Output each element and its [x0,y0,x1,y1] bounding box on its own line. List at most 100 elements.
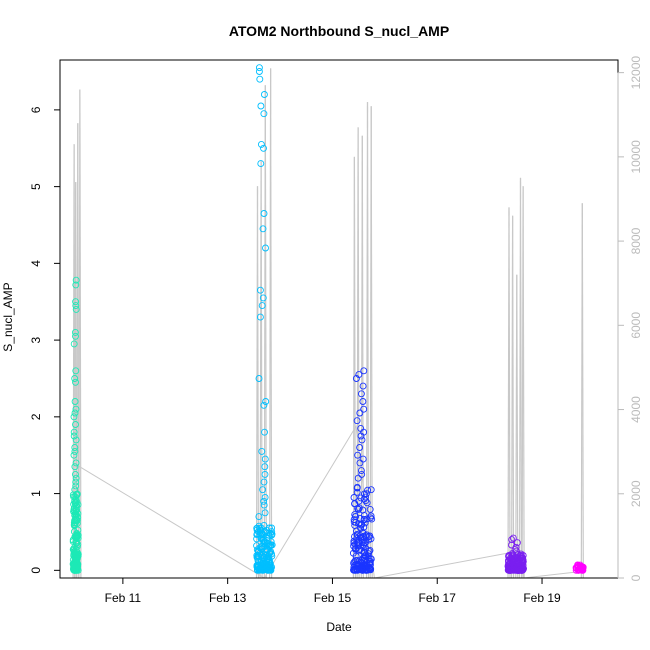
data-point [258,564,266,572]
data-point [358,563,366,570]
data-point [70,413,78,421]
data-point [256,75,264,83]
data-point [353,417,361,425]
data-point [260,497,268,505]
data-point [357,467,365,475]
data-point [262,244,269,252]
data-point [517,566,525,574]
y-tick-label: 4 [29,260,43,267]
data-point [354,566,362,574]
data-point [70,428,78,436]
y-tick-label: 0 [29,567,43,574]
data-point [512,547,520,555]
data-point [358,566,366,574]
secondary-spike [519,177,523,579]
data-point [72,405,80,413]
secondary-spike [361,135,364,579]
data-point [356,444,364,451]
data-point [513,539,521,547]
data-point [267,530,274,538]
data-point [257,140,265,148]
secondary-spike [79,89,82,579]
data-point [253,535,261,543]
data-point [358,436,366,444]
data-point [364,486,372,494]
data-point [256,531,264,539]
data-point [356,409,364,417]
y2-tick-label: 10000 [629,140,643,174]
data-point [350,542,358,550]
data-point [71,328,79,336]
data-point [255,375,263,382]
data-point [361,519,369,527]
y-axis: 0 1 2 3 4 5 6 [29,106,60,574]
data-point [69,565,77,573]
data-point [70,432,78,440]
data-point [366,558,374,565]
data-point [515,564,523,572]
x-tick-label: Feb 11 [105,591,142,605]
data-point [360,564,368,572]
data-point [367,486,375,494]
data-point [72,302,80,310]
y2-tick-label: 0 [629,574,643,581]
data-point [352,552,360,560]
y2-tick-label: 6000 [629,312,643,339]
secondary-spike [256,186,260,579]
secondary-spike [264,85,267,579]
data-point [71,444,79,451]
data-point [261,493,269,501]
data-point [253,546,261,554]
data-point [360,542,368,550]
data-point [256,286,264,294]
secondary-spike [260,161,263,579]
data-point [357,494,365,502]
secondary-series-layer [72,68,584,579]
y-tick-label: 1 [29,490,43,497]
data-point [71,375,79,382]
data-point [351,557,359,565]
data-point [72,298,80,306]
plot-frame [59,59,619,579]
data-point [359,529,367,537]
y2-tick-label: 4000 [629,396,643,423]
secondary-spike [522,186,525,579]
data-point [260,401,268,409]
secondary-spike [353,156,356,579]
data-point [353,483,361,491]
series-0 [69,276,82,574]
data-point [265,555,273,562]
data-point [72,478,80,486]
data-point [350,537,358,545]
data-point [72,474,80,482]
data-point [72,281,80,289]
x-tick-label: Feb 17 [419,591,457,605]
data-point [255,68,263,75]
data-point [366,546,374,554]
y2-axis: 0 2000 4000 6000 8000 10000 12000 [617,56,643,581]
data-point [361,552,369,560]
data-point [265,540,272,548]
data-point [73,529,81,537]
data-point [71,486,79,494]
y-tick-label: 6 [29,106,43,113]
data-point [360,367,368,375]
data-point [354,546,362,554]
y-tick-label: 2 [29,413,43,420]
data-point [362,490,370,498]
data-point [354,451,362,459]
y-tick-label: 5 [29,183,43,190]
data-point [71,447,79,455]
data-point [355,546,363,553]
data-point [69,556,77,564]
data-point [365,536,372,544]
data-point [260,91,268,98]
data-point [71,463,79,471]
data-point [70,451,78,459]
data-point [354,474,362,482]
secondary-spike [370,106,373,579]
secondary-spike [357,127,360,579]
data-point [356,514,364,522]
series-4 [572,561,587,574]
data-point [519,558,527,565]
